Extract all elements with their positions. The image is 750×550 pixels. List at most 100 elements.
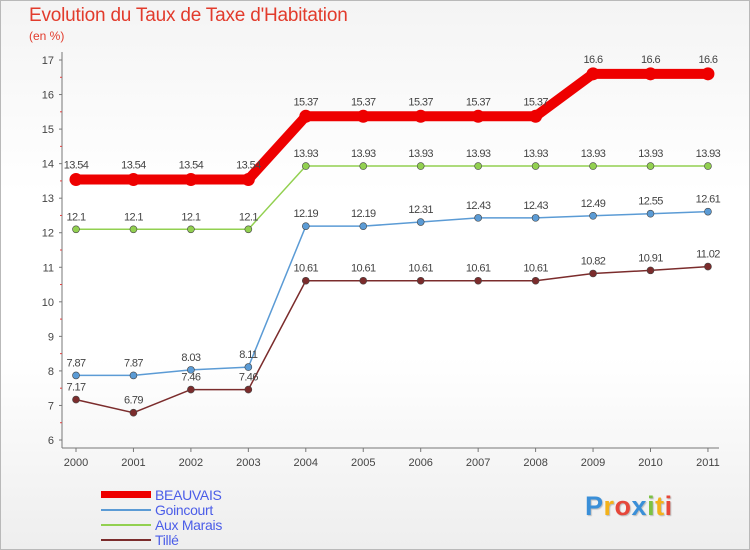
data-label: 12.43 [466,200,491,212]
data-label: 7.87 [124,357,143,369]
y-tick-label: 17 [42,55,54,67]
legend-swatch-goincourt [101,508,151,511]
data-label: 15.37 [351,96,376,108]
data-label: 10.91 [638,252,663,264]
legend-label-aux-marais: Aux Marais [155,516,223,533]
x-tick-label: 2007 [466,457,490,469]
data-label: 12.1 [181,211,200,223]
data-point [646,162,655,170]
x-tick-label: 2005 [351,457,375,469]
data-label: 13.93 [466,148,491,160]
data-point [646,266,655,275]
series-line-beauvais [71,68,713,185]
data-point [244,385,253,394]
series-line-goincourt [75,210,709,377]
legend-label-goincourt: Goincourt [155,501,213,518]
data-label: 13.54 [179,160,204,172]
data-label: 7.87 [66,357,85,369]
data-label: 7.46 [181,372,200,384]
data-point [646,209,655,218]
data-label: 13.93 [351,148,376,160]
data-label: 12.31 [408,204,433,216]
y-tick-label: 11 [43,262,54,274]
legend-label-beauvais: BEAUVAIS [155,486,222,503]
data-point [359,162,368,170]
series-line-till- [75,265,709,414]
legend-item-goincourt: Goincourt [101,501,213,518]
logo-letter: r [603,491,615,521]
logo-letter: P [585,491,604,521]
y-tick-label: 14 [42,159,54,171]
data-label: 7.46 [239,372,258,384]
x-tick-label: 2011 [696,457,720,469]
x-tick-label: 2009 [581,457,605,469]
data-point [529,109,543,123]
data-point [244,363,253,371]
y-tick-label: 15 [42,124,54,136]
y-tick-label: 13 [42,193,54,205]
x-tick-label: 2008 [523,457,547,469]
data-label: 16.6 [584,54,603,66]
data-point [704,162,712,170]
data-point [414,109,428,123]
data-point [301,162,310,170]
data-label: 12.49 [581,198,606,210]
data-label: 12.1 [239,211,258,223]
y-tick-label: 12 [42,228,54,240]
data-label: 13.93 [638,148,663,160]
data-label: 12.19 [351,208,376,220]
x-tick-label: 2004 [294,457,318,469]
data-point [72,395,80,404]
x-tick-label: 2003 [236,457,260,469]
data-label: 16.6 [698,54,717,66]
data-point [187,366,195,374]
data-point [416,218,425,226]
y-tick-label: 8 [48,366,54,378]
logo-letter: x [631,491,648,521]
logo-letter: i [647,491,656,521]
data-point [299,109,313,123]
data-point [474,276,482,285]
data-label: 12.43 [523,200,548,212]
data-point [471,109,485,123]
legend-item-aux-marais: Aux Marais [101,516,223,533]
data-point [531,214,540,222]
data-point [129,408,138,417]
data-label: 12.1 [66,211,85,223]
legend-swatch-aux-marais [101,523,151,526]
x-tick-label: 2002 [179,457,203,469]
data-point [72,225,80,234]
data-label: 13.93 [294,148,319,160]
data-point [301,222,310,230]
data-point [129,371,138,380]
data-point [644,67,657,81]
data-point [704,262,712,271]
data-point [129,225,138,234]
legend-item-tille: Tillé [101,532,179,548]
data-point [69,173,83,187]
y-tick-label: 9 [48,331,54,343]
logo-letter: t [655,491,665,521]
data-label: 16.6 [641,54,660,66]
data-label: 11.02 [696,249,720,261]
y-tick-label: 7 [48,400,54,412]
data-label: 13.54 [121,160,146,172]
x-tick-label: 2006 [408,457,432,469]
data-label: 10.61 [466,263,491,275]
data-label: 12.19 [294,208,319,220]
y-tick-label: 10 [42,297,54,309]
data-point [356,109,370,123]
data-point [474,162,482,170]
proxiti-logo: Proxiti [585,491,673,522]
data-label: 6.79 [124,395,143,407]
chart-subtitle: (en %) [29,29,65,43]
data-label: 13.54 [236,160,261,172]
data-point [589,269,597,278]
data-label: 15.37 [408,96,433,108]
data-label: 7.17 [66,382,85,394]
data-point [244,225,253,234]
data-label: 13.93 [696,148,721,160]
data-point [416,276,425,285]
x-tick-label: 2000 [64,457,88,469]
